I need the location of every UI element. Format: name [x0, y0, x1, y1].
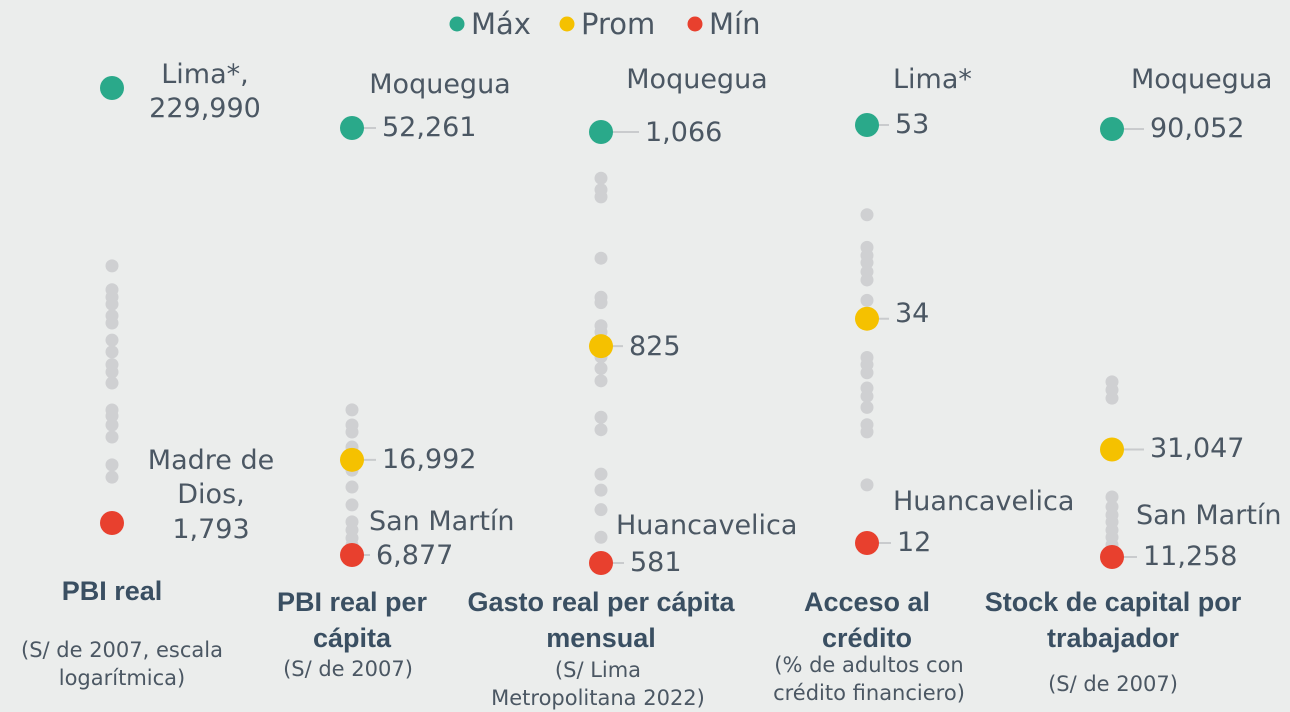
- legend-swatch: [449, 16, 465, 32]
- max-dot: [100, 76, 124, 100]
- min-dot: [340, 543, 364, 567]
- value-label: 16,992: [382, 444, 477, 475]
- region-dot: [594, 503, 608, 517]
- region-dot: [860, 366, 874, 380]
- region-label: Lima*,: [161, 59, 249, 90]
- legend-swatch: [687, 16, 703, 32]
- region-dot: [105, 376, 119, 390]
- panel-title: Gasto real per cápita mensual: [467, 587, 735, 653]
- region-label: Huancavelica: [893, 486, 1075, 517]
- region-dot: [594, 483, 608, 497]
- region-dot: [105, 458, 119, 472]
- region-dot: [594, 296, 608, 310]
- legend-swatch: [559, 16, 575, 32]
- region-dot: [105, 316, 119, 330]
- legend-label: Mín: [709, 7, 761, 41]
- value-label: 34: [895, 298, 930, 329]
- region-dot: [105, 345, 119, 359]
- region-dot: [105, 418, 119, 432]
- region-dot: [345, 498, 359, 512]
- panel-subtitle: (S/ de 2007): [1048, 672, 1178, 696]
- max-dot: [589, 120, 613, 144]
- panel-title: PBI real per cápita: [276, 587, 428, 653]
- avg-dot: [855, 306, 879, 331]
- panel-title: Stock de capital por trabajador: [984, 587, 1242, 653]
- region-dot: [860, 478, 874, 492]
- region-dot: [594, 374, 608, 388]
- region-dot: [860, 425, 874, 439]
- region-dot: [594, 530, 608, 544]
- region-dot: [860, 389, 874, 403]
- panel-subtitle: (% de adultos con crédito financiero): [773, 653, 965, 705]
- value-label: 53: [895, 109, 930, 140]
- region-dot: [105, 333, 119, 347]
- panel-title: PBI real: [61, 576, 163, 606]
- region-dot: [105, 365, 119, 379]
- region-label: Moquegua: [626, 64, 768, 95]
- region-dot: [105, 297, 119, 311]
- max-dot: [1100, 117, 1124, 141]
- region-label: San Martín: [369, 506, 515, 537]
- value-label: 1,793: [172, 514, 250, 545]
- max-dot: [340, 116, 364, 140]
- region-dot: [594, 171, 608, 185]
- region-dot: [594, 410, 608, 424]
- region-dot: [594, 467, 608, 481]
- avg-dot: [589, 334, 613, 359]
- region-dot: [345, 480, 359, 494]
- min-dot: [855, 531, 879, 555]
- region-dot: [1105, 391, 1119, 405]
- region-label: Lima*: [893, 64, 972, 95]
- value-label: 31,047: [1150, 433, 1245, 464]
- value-label: 581: [630, 547, 682, 578]
- panel-subtitle: (S/ de 2007): [283, 657, 413, 681]
- min-dot: [100, 511, 124, 535]
- region-dot: [594, 361, 608, 375]
- avg-dot: [1100, 437, 1124, 462]
- region-dot: [345, 425, 359, 439]
- region-dot: [345, 403, 359, 417]
- region-dot: [860, 208, 874, 222]
- region-dot: [105, 430, 119, 444]
- region-dot: [105, 470, 119, 484]
- value-label: 11,258: [1143, 541, 1238, 572]
- min-dot: [589, 551, 613, 575]
- value-label: 825: [629, 331, 681, 362]
- panel-subtitle: (S/ Lima Metropolitana 2022): [491, 658, 705, 710]
- region-label: Moquegua: [1131, 64, 1273, 95]
- value-label: 1,066: [645, 117, 723, 148]
- value-label: 12: [897, 527, 932, 558]
- avg-dot: [340, 447, 364, 472]
- region-dot: [860, 273, 874, 287]
- region-dot: [594, 423, 608, 437]
- value-label: 52,261: [382, 112, 477, 143]
- region-dot: [1105, 490, 1119, 504]
- max-dot: [855, 113, 879, 137]
- panel-title: Acceso al crédito: [803, 587, 931, 653]
- region-dot: [860, 400, 874, 414]
- value-label: 90,052: [1150, 113, 1245, 144]
- region-dot: [105, 259, 119, 273]
- legend-label: Prom: [581, 7, 656, 41]
- region-label: San Martín: [1136, 500, 1282, 531]
- region-dot: [594, 251, 608, 265]
- region-label: Huancavelica: [616, 510, 798, 541]
- min-dot: [1100, 545, 1124, 569]
- legend-label: Máx: [471, 7, 531, 41]
- region-dot: [860, 293, 874, 307]
- region-dot: [594, 190, 608, 204]
- region-label: Moquegua: [369, 69, 511, 100]
- region-dot: [105, 409, 119, 423]
- panel-subtitle: (S/ de 2007, escala logarítmica): [21, 638, 223, 690]
- value-label: 6,877: [376, 540, 454, 571]
- region-dot: [860, 256, 874, 270]
- value-label: 229,990: [149, 93, 261, 124]
- region-label: Madre de Dios,: [147, 445, 275, 510]
